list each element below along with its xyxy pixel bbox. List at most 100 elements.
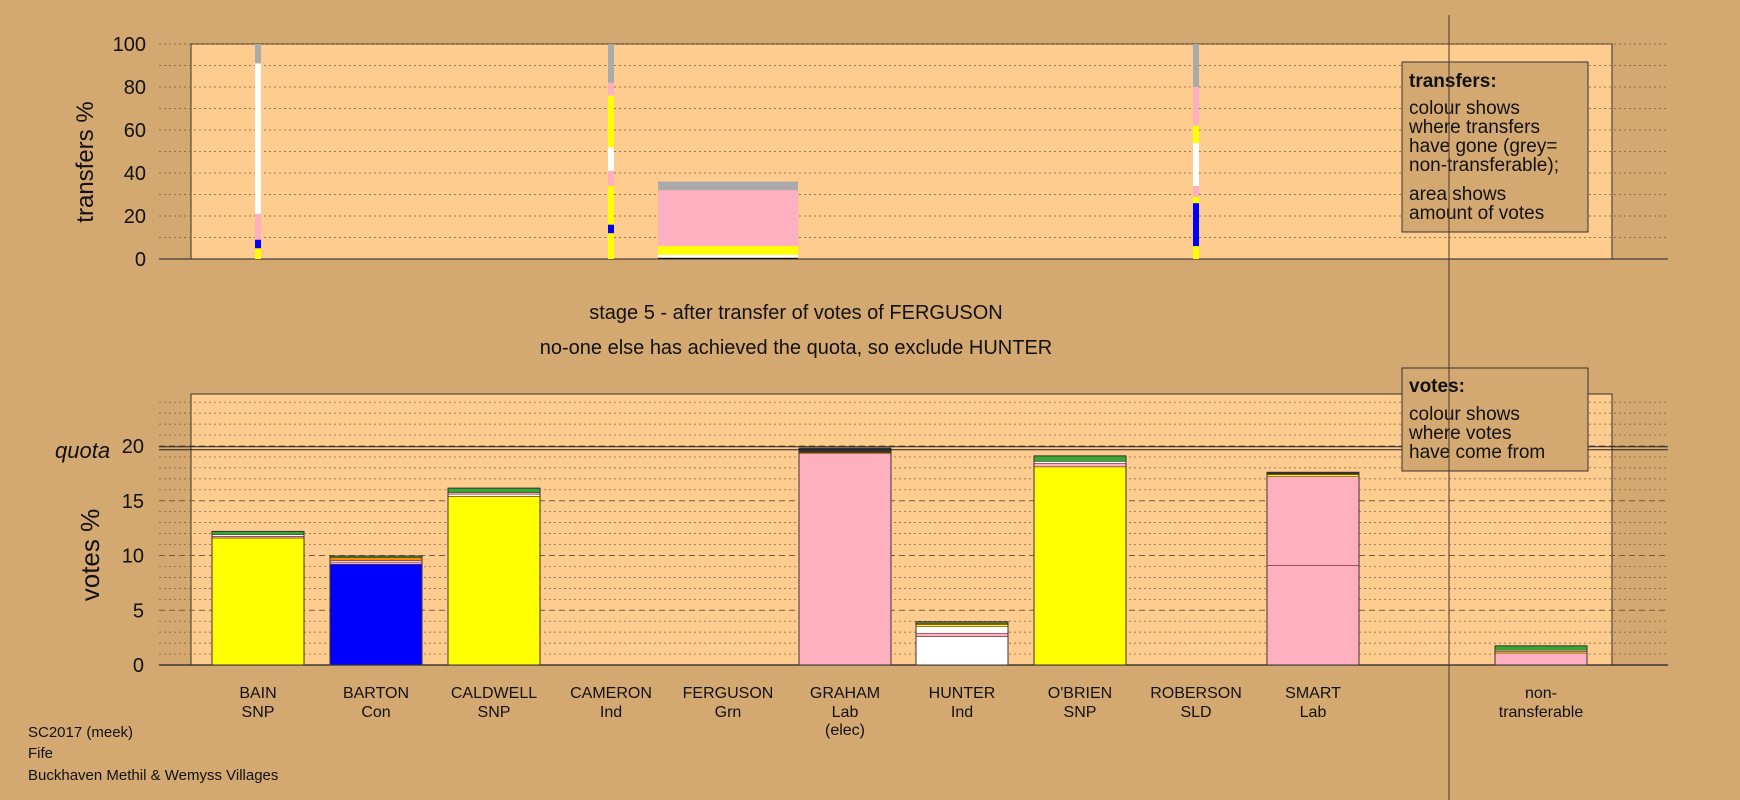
vote-bar-segment <box>1266 476 1360 566</box>
vote-bar-segment <box>329 563 423 666</box>
transfers-grid <box>159 43 1668 260</box>
transfer-bar-segment <box>608 224 614 234</box>
vote-bar-segment <box>915 624 1009 627</box>
vote-bar-outline <box>329 555 423 666</box>
candidate-party: Lab <box>832 704 859 721</box>
transfer-bar-segment <box>608 147 614 171</box>
transfers-y-tick-label: 60 <box>124 120 146 142</box>
transfers-bars <box>255 44 1199 259</box>
non-transferable-label: non- <box>1525 685 1557 702</box>
stage-line-2: no-one else has achieved the quota, so e… <box>540 337 1053 359</box>
vote-bar-segment <box>798 453 892 666</box>
votes-legend-title: votes: <box>1409 376 1465 397</box>
votes-bars <box>211 447 1588 666</box>
transfers-y-tick-label: 20 <box>124 206 146 228</box>
transfer-bar-segment <box>608 185 614 225</box>
transfer-bar-segment <box>1193 246 1199 259</box>
candidate-name: BAIN <box>239 685 276 702</box>
vote-bar-outline <box>915 621 1009 666</box>
vote-bar-segment <box>1033 466 1127 666</box>
transfer-bar-segment <box>1193 196 1199 204</box>
quota-label: quota <box>55 438 110 463</box>
transfer-bar-segment <box>255 63 261 214</box>
transfer-bar-segment <box>608 82 614 96</box>
candidate-name: CALDWELL <box>451 685 537 702</box>
vote-bar-outline <box>1494 645 1588 666</box>
transfers-legend-title: transfers: <box>1409 71 1497 92</box>
vote-bar-segment <box>211 537 305 666</box>
transfer-bar-segment <box>658 257 798 259</box>
votes-y-tick-label: 20 <box>122 436 144 458</box>
vote-bar-segment <box>1033 461 1127 464</box>
candidate-name: BARTON <box>343 685 409 702</box>
votes-plot-area <box>190 393 1613 666</box>
transfer-bar-segment <box>255 44 261 64</box>
transfers-y-tick-label: 100 <box>113 34 146 56</box>
transfer-bar-segment <box>1193 142 1199 186</box>
vote-bar-segment <box>1033 463 1127 468</box>
candidate-name: ROBERSON <box>1150 685 1242 702</box>
candidate-party: Grn <box>715 704 742 721</box>
transfers-legend-line: area shows <box>1409 184 1506 205</box>
stage-line-1: stage 5 - after transfer of votes of FER… <box>589 302 1003 324</box>
transfer-bar-segment <box>1193 125 1199 143</box>
vote-bar-segment <box>329 557 423 561</box>
vote-bar-segment <box>798 447 892 453</box>
candidate-note: (elec) <box>825 722 865 739</box>
candidate-labels: BAIN SNP BARTON Con CALDWELL SNP CAMERON Ind FER… <box>239 685 1341 739</box>
candidate-party: Ind <box>600 704 622 721</box>
transfers-panel: 0 20 40 60 80 100 transfers % <box>72 34 1668 271</box>
votes-y-ticks: 0 5 10 15 20 <box>122 436 144 677</box>
candidate-name: SMART <box>1285 685 1341 702</box>
votes-legend-line: have come from <box>1409 442 1545 463</box>
transfers-y-tick-label: 80 <box>124 77 146 99</box>
transfer-bar-segment <box>255 239 261 249</box>
candidate-name: FERGUSON <box>683 685 774 702</box>
vote-bar-outline <box>1266 471 1360 666</box>
vote-bar-segment <box>1033 455 1127 462</box>
votes-y-axis-label: votes % <box>75 509 105 602</box>
transfer-bar-segment <box>1193 87 1199 126</box>
votes-legend-box <box>1401 367 1589 472</box>
transfers-legend-line: have gone (grey= <box>1409 136 1557 157</box>
transfers-y-tick-label: 40 <box>124 163 146 185</box>
transfers-legend: transfers: colour shows where transfers … <box>1401 61 1589 233</box>
transfer-bar-segment <box>658 254 798 258</box>
transfer-bar-segment <box>1193 203 1199 247</box>
footer-election: SC2017 (meek) <box>28 724 133 741</box>
votes-y-tick-label: 15 <box>122 491 144 513</box>
transfers-legend-line: non-transferable); <box>1409 155 1559 176</box>
footer-council: Fife <box>28 745 53 762</box>
votes-y-tick-label: 5 <box>133 600 144 622</box>
transfer-bar-segment <box>1193 185 1199 197</box>
vote-bar-outline <box>447 487 541 666</box>
votes-y-tick-label: 0 <box>133 655 144 677</box>
candidate-party: Lab <box>1300 704 1327 721</box>
vote-bar-segment <box>915 636 1009 666</box>
votes-y-tick-label: 10 <box>122 546 144 568</box>
transfer-bar-segment <box>608 170 614 186</box>
transfer-bar-segment <box>658 246 798 255</box>
votes-legend: votes: colour shows where votes have com… <box>1401 367 1589 472</box>
transfer-bar-segment <box>608 95 614 148</box>
transfers-legend-line: amount of votes <box>1409 203 1544 224</box>
vote-bar-outline <box>798 447 892 666</box>
vote-bar-segment <box>1494 645 1588 651</box>
candidate-name: GRAHAM <box>810 685 880 702</box>
transfers-legend-line: colour shows <box>1409 98 1520 119</box>
vote-bar-segment <box>915 626 1009 634</box>
transfer-bar-segment <box>255 213 261 240</box>
transfers-legend-line: where transfers <box>1408 117 1540 138</box>
candidate-party: Ind <box>951 704 973 721</box>
non-transferable-label: transferable <box>1499 704 1584 721</box>
transfer-bar-segment <box>608 44 614 83</box>
transfers-legend-box <box>1401 61 1589 233</box>
transfers-y-ticks: 0 20 40 60 80 100 <box>113 34 146 271</box>
candidate-name: HUNTER <box>929 685 996 702</box>
vote-bar-outline <box>211 530 305 666</box>
transfers-y-tick-label: 0 <box>135 249 146 271</box>
transfer-bar-segment <box>608 233 614 259</box>
candidate-party: SNP <box>478 704 511 721</box>
footer-ward: Buckhaven Methil & Wemyss Villages <box>28 767 278 784</box>
